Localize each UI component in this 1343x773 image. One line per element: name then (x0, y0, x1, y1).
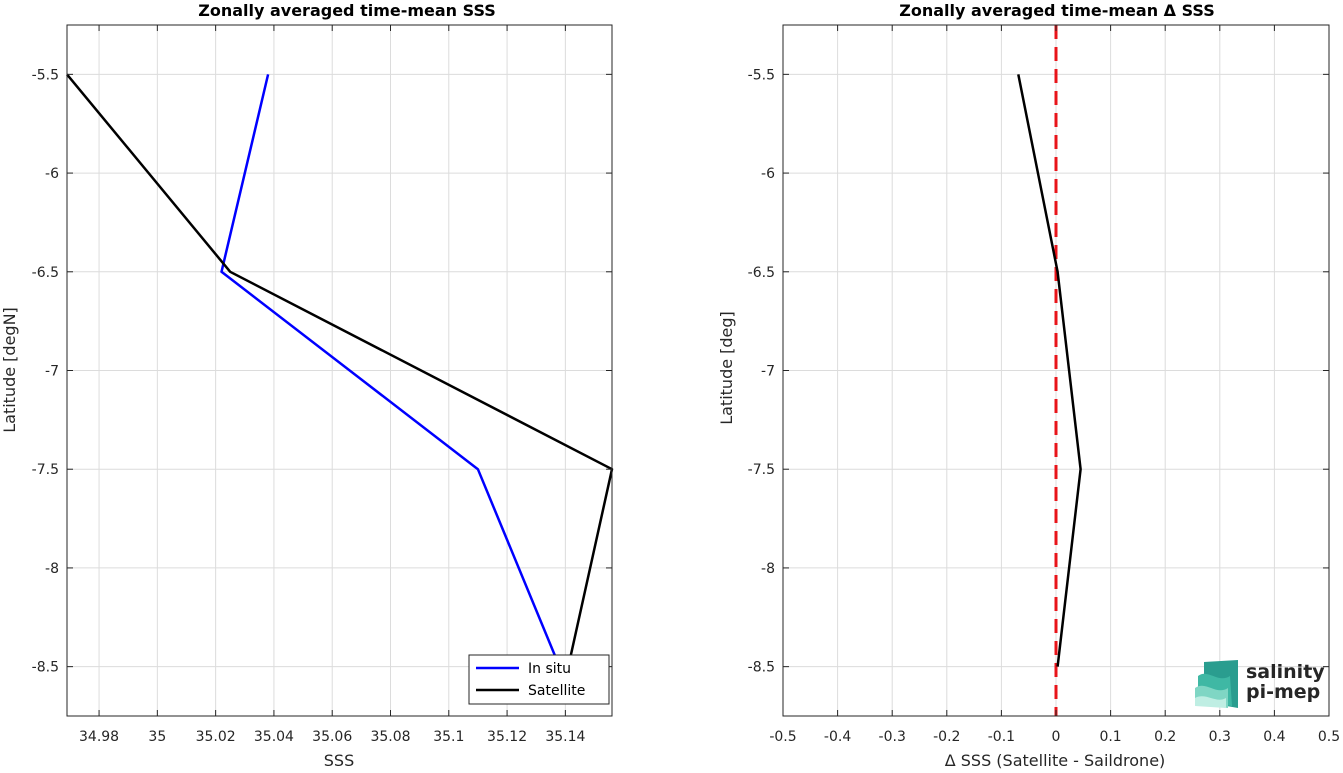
logo-line-1: salinity (1246, 661, 1325, 683)
delta-sss-chart: Zonally averaged time-mean Δ SSS -0.5 -0.… (717, 1, 1340, 770)
axis-ticks: -0.5 -0.4 -0.3 -0.2 -0.1 0 0.1 0.2 0.3 0.4 0.5 -5.5… (748, 25, 1340, 745)
salinity-pi-mep-logo: salinity pi-mep (1195, 660, 1325, 708)
y-tick-label: -7.5 (32, 462, 59, 478)
x-tick-label: 0.2 (1154, 729, 1176, 745)
legend: In situ Satellite (468, 654, 610, 705)
y-tick-label: -7 (45, 364, 59, 380)
y-axis-label: Latitude [deg] (717, 311, 736, 425)
grid (67, 25, 612, 716)
x-tick-label: 35 (148, 729, 166, 745)
x-tick-label: 0.3 (1209, 729, 1231, 745)
series-line-delta-sss (1017, 74, 1082, 667)
x-tick-label: -0.1 (988, 729, 1015, 745)
legend-label-satellite: Satellite (528, 683, 585, 699)
grid (782, 25, 1330, 716)
series-lines (66, 73, 614, 668)
x-tick-label: 35.06 (312, 729, 352, 745)
x-tick-label: 35.08 (370, 729, 410, 745)
legend-label-in-situ: In situ (528, 661, 571, 677)
x-tick-label: 0 (1052, 729, 1061, 745)
series-line-in-situ (220, 74, 561, 668)
x-tick-label: -0.5 (769, 729, 796, 745)
y-tick-label: -8.5 (32, 660, 59, 676)
legend-box (468, 654, 610, 705)
x-tick-label: 35.12 (487, 729, 527, 745)
y-tick-label: -6 (45, 166, 59, 182)
x-tick-label: 35.1 (433, 729, 464, 745)
y-tick-label: -5.5 (748, 67, 775, 83)
y-axis-label: Latitude [degN] (0, 307, 19, 433)
y-tick-label: -5.5 (32, 67, 59, 83)
series-line-satellite (66, 73, 614, 667)
y-tick-label: -6.5 (748, 265, 775, 281)
y-tick-label: -8 (45, 561, 59, 577)
y-tick-label: -6 (761, 166, 775, 182)
y-tick-label: -7 (761, 364, 775, 380)
x-tick-label: -0.2 (933, 729, 960, 745)
x-axis-label: Δ SSS (Satellite - Saildrone) (945, 751, 1166, 769)
chart-title: Zonally averaged time-mean SSS (198, 1, 496, 20)
x-axis-label: SSS (324, 751, 354, 769)
x-tick-label: -0.3 (879, 729, 906, 745)
x-tick-label: 34.98 (79, 729, 119, 745)
x-tick-label: 0.1 (1099, 729, 1121, 745)
x-tick-label: 35.02 (196, 729, 236, 745)
series-lines (1017, 25, 1082, 716)
x-tick-label: 0.4 (1263, 729, 1285, 745)
axis-ticks: 34.98 35 35.02 35.04 35.06 35.08 35.1 35.12 35.1… (32, 25, 612, 745)
y-tick-label: -7.5 (748, 462, 775, 478)
y-tick-label: -6.5 (32, 265, 59, 281)
chart-title: Zonally averaged time-mean Δ SSS (899, 1, 1215, 20)
x-tick-label: 35.04 (254, 729, 294, 745)
y-tick-label: -8.5 (748, 660, 775, 676)
sss-chart: Zonally averaged time-mean SSS 34.98 35 35… (0, 1, 614, 770)
x-tick-label: 35.14 (545, 729, 585, 745)
y-tick-label: -8 (761, 561, 775, 577)
logo-line-2: pi-mep (1246, 681, 1320, 703)
x-tick-label: 0.5 (1318, 729, 1340, 745)
waves-icon (1195, 660, 1238, 708)
x-tick-label: -0.4 (824, 729, 851, 745)
